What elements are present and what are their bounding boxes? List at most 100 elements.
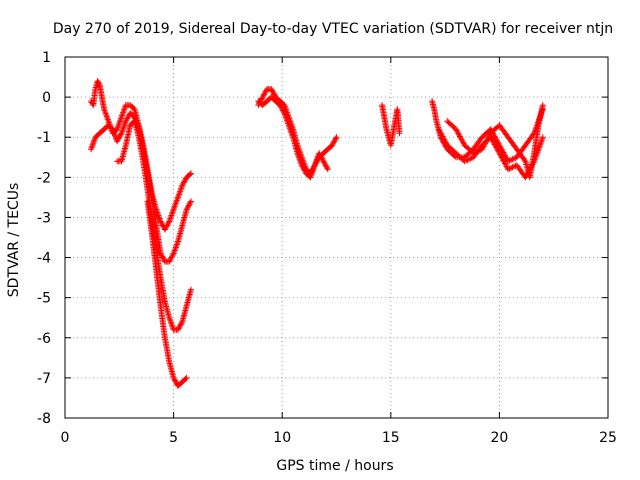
y-tick-labels: 1 0 -1 -2 -3 -4 -5 -6 -7 -8 <box>37 50 51 427</box>
data-point <box>182 375 189 382</box>
data-point <box>329 142 336 149</box>
y-tick-label: 1 <box>42 50 51 66</box>
data-point <box>332 135 339 142</box>
series-track-j <box>444 102 546 181</box>
data-point <box>280 108 287 115</box>
data-point <box>180 181 187 188</box>
y-axis-label: SDTVAR / TECUs <box>6 183 22 298</box>
x-tick-label: 10 <box>273 430 291 446</box>
data-point <box>318 154 325 161</box>
data-point <box>301 167 308 174</box>
data-point <box>316 150 323 157</box>
series-track-d <box>144 198 190 389</box>
x-tick-label: 15 <box>382 430 400 446</box>
data-point <box>163 223 170 230</box>
y-tick-label: -8 <box>37 411 51 427</box>
data-point <box>463 157 470 164</box>
data-point <box>333 134 340 141</box>
data-point <box>164 221 171 228</box>
data-point <box>279 106 286 113</box>
data-point <box>268 86 275 93</box>
data-points <box>88 78 546 389</box>
data-point <box>166 258 173 265</box>
data-point <box>260 92 267 99</box>
y-tick-label: 0 <box>42 90 51 106</box>
data-point <box>164 222 171 229</box>
grid <box>65 57 608 418</box>
data-point <box>467 155 474 162</box>
data-point <box>114 138 121 145</box>
data-point <box>187 198 194 205</box>
data-point <box>300 166 307 173</box>
data-point <box>321 159 328 166</box>
data-point <box>330 139 337 146</box>
data-point <box>505 166 512 173</box>
data-point <box>167 255 174 262</box>
data-point <box>474 148 481 155</box>
data-point <box>506 165 513 172</box>
data-point <box>521 156 528 163</box>
chart-title: Day 270 of 2019, Sidereal Day-to-day VTE… <box>53 21 613 37</box>
data-point <box>476 147 483 154</box>
data-point <box>332 136 339 143</box>
data-point <box>161 226 168 233</box>
x-tick-label: 20 <box>490 430 508 446</box>
data-point <box>187 199 194 206</box>
data-point <box>507 156 514 163</box>
y-tick-label: -1 <box>37 130 51 146</box>
data-point <box>117 131 124 138</box>
data-point <box>298 162 305 169</box>
plot-frame <box>64 56 609 419</box>
data-point <box>324 166 331 173</box>
data-point <box>262 88 269 95</box>
data-point <box>471 149 478 156</box>
data-point <box>322 162 329 169</box>
data-point <box>169 253 176 260</box>
data-point <box>185 203 192 210</box>
x-tick-label: 25 <box>599 430 617 446</box>
data-point <box>184 205 191 212</box>
data-point <box>258 95 265 102</box>
data-point <box>461 158 468 165</box>
data-point <box>176 324 183 331</box>
data-point <box>116 134 123 141</box>
data-point <box>187 286 194 293</box>
data-point <box>187 170 194 177</box>
data-point <box>170 374 177 381</box>
data-point <box>171 376 178 383</box>
data-point <box>277 102 284 109</box>
data-point <box>159 254 166 261</box>
data-point <box>169 251 176 258</box>
data-point <box>473 148 480 155</box>
data-point <box>317 152 324 159</box>
data-point <box>182 177 189 184</box>
data-point <box>323 163 330 170</box>
data-point <box>177 321 184 328</box>
data-point <box>269 87 276 94</box>
data-point <box>324 164 331 171</box>
data-point <box>175 325 182 332</box>
y-tick-label: -5 <box>37 291 51 307</box>
data-point <box>168 254 175 261</box>
data-point <box>509 156 516 163</box>
data-point <box>157 218 164 225</box>
series-track-h <box>429 98 546 165</box>
data-point <box>122 118 129 125</box>
data-point <box>300 164 307 171</box>
data-point <box>180 179 187 186</box>
data-point <box>261 90 268 97</box>
data-point <box>506 157 513 164</box>
series-track-g <box>379 102 403 149</box>
data-point <box>329 140 336 147</box>
data-point <box>507 164 514 171</box>
data-point <box>269 88 276 95</box>
data-point <box>505 158 512 165</box>
data-point <box>259 94 266 101</box>
data-point <box>177 322 184 329</box>
x-tick-label: 0 <box>61 430 70 446</box>
series-track-c <box>114 118 194 333</box>
data-point <box>279 107 286 114</box>
data-point <box>166 257 173 264</box>
data-point <box>186 201 193 208</box>
